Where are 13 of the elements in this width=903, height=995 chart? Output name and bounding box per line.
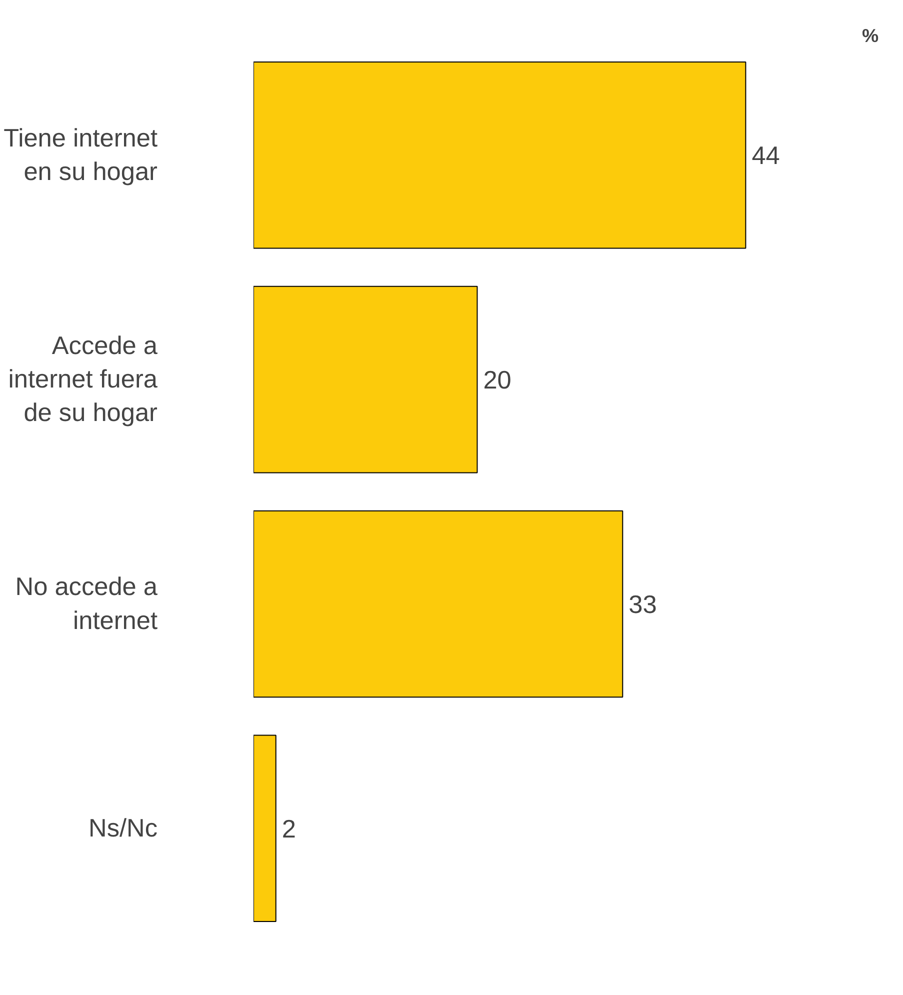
bar [254, 510, 624, 698]
y-tick-label: Tiene internet en su hogar [4, 124, 158, 186]
data-label: 33 [628, 590, 657, 619]
bar [254, 286, 478, 474]
bar [254, 62, 746, 249]
data-label: 44 [752, 142, 780, 170]
data-label: 20 [483, 366, 512, 395]
y-tick-label: Ns/Nc [88, 814, 158, 842]
y-tick-label: Accede a internet fuera de su hogar [8, 332, 158, 428]
data-label: 2 [282, 815, 296, 844]
text: % [862, 24, 879, 46]
y-tick-label: No accede a internet [15, 573, 158, 635]
bar [254, 734, 276, 922]
